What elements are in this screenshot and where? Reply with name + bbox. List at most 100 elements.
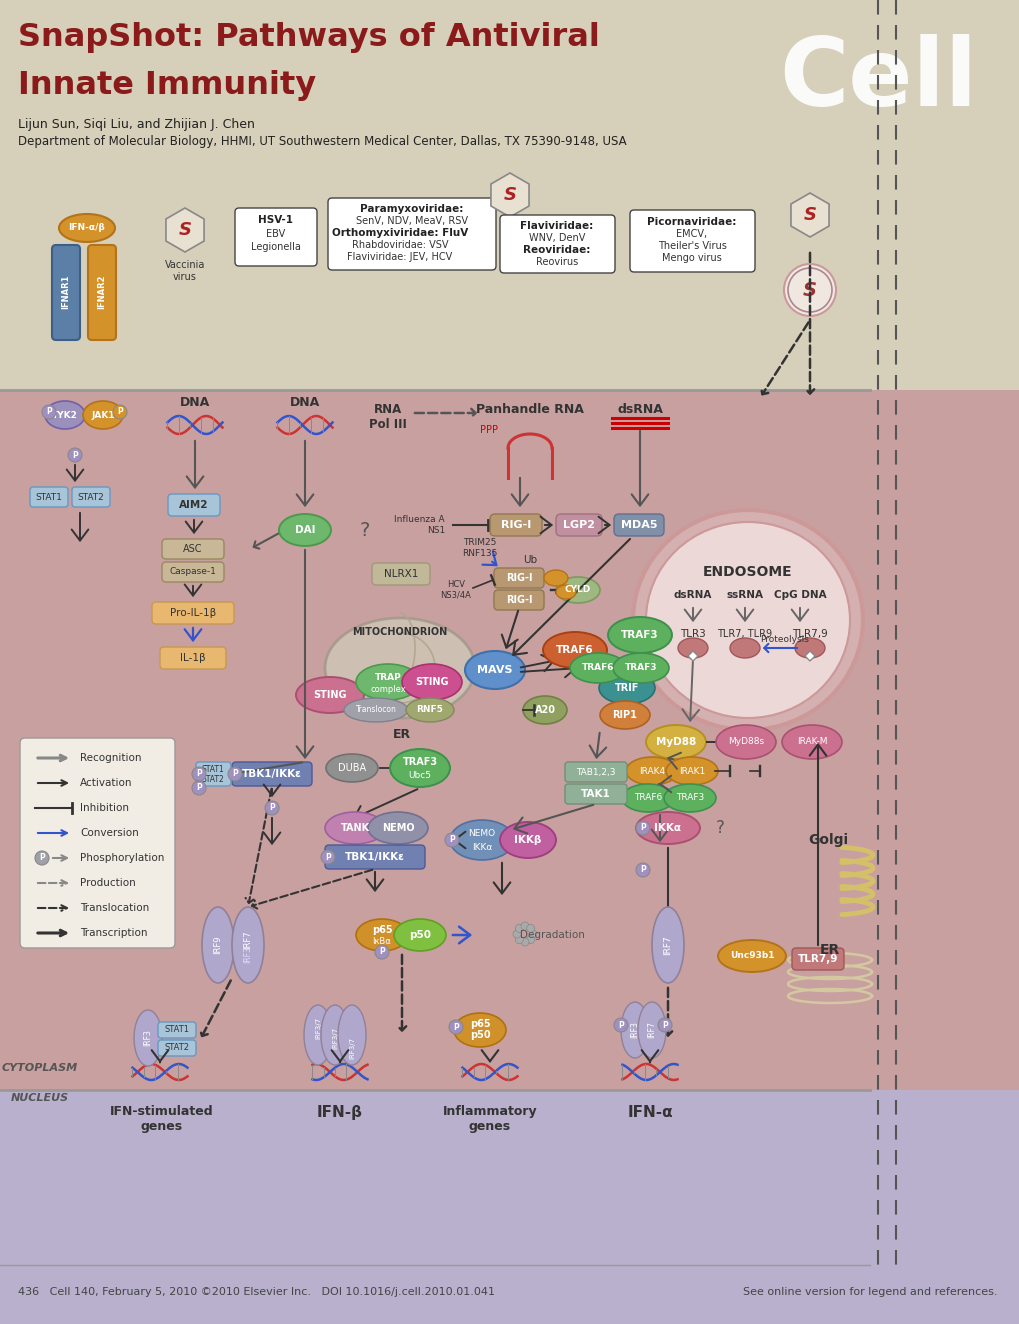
Text: P: P xyxy=(196,784,202,793)
Ellipse shape xyxy=(633,510,862,730)
Text: IRF7: IRF7 xyxy=(647,1022,656,1038)
Text: Activation: Activation xyxy=(79,779,132,788)
Ellipse shape xyxy=(730,638,759,658)
Text: EBV: EBV xyxy=(266,229,285,240)
Text: dsRNA: dsRNA xyxy=(674,591,711,600)
Circle shape xyxy=(515,936,523,944)
Text: P: P xyxy=(640,866,645,874)
Text: MyD88s: MyD88s xyxy=(728,737,763,747)
Text: Flaviviridae: JEV, HCV: Flaviviridae: JEV, HCV xyxy=(347,252,452,262)
Text: Phosphorylation: Phosphorylation xyxy=(79,853,164,863)
Text: P: P xyxy=(661,1021,667,1030)
Text: Vaccinia
virus: Vaccinia virus xyxy=(165,260,205,282)
FancyBboxPatch shape xyxy=(72,487,110,507)
Text: MAVS: MAVS xyxy=(477,665,513,675)
Text: STAT1: STAT1 xyxy=(164,1026,190,1034)
Text: STAT1: STAT1 xyxy=(36,493,62,502)
Ellipse shape xyxy=(326,753,378,782)
Polygon shape xyxy=(166,208,204,252)
Text: Legionella: Legionella xyxy=(251,242,301,252)
Text: Rhabdoviridae: VSV: Rhabdoviridae: VSV xyxy=(352,240,447,250)
Text: STAT1: STAT1 xyxy=(202,765,224,775)
Text: AIM2: AIM2 xyxy=(179,500,209,510)
Circle shape xyxy=(515,924,523,932)
Text: TYK2: TYK2 xyxy=(52,410,77,420)
Ellipse shape xyxy=(645,726,705,759)
Text: dsRNA: dsRNA xyxy=(616,402,662,416)
Ellipse shape xyxy=(555,577,599,602)
Text: NLRX1: NLRX1 xyxy=(383,569,418,579)
Text: IRF3: IRF3 xyxy=(630,1022,639,1038)
Text: TRAF6: TRAF6 xyxy=(581,663,613,673)
Text: TLR7,9: TLR7,9 xyxy=(792,629,827,639)
Text: Lijun Sun, Siqi Liu, and Zhijian J. Chen: Lijun Sun, Siqi Liu, and Zhijian J. Chen xyxy=(18,118,255,131)
Text: EMCV,: EMCV, xyxy=(676,229,707,240)
Text: MDA5: MDA5 xyxy=(621,520,656,530)
Text: MITOCHONDRION: MITOCHONDRION xyxy=(352,628,447,637)
Text: TLR7, TLR9: TLR7, TLR9 xyxy=(716,629,771,639)
Text: See online version for legend and references.: See online version for legend and refere… xyxy=(743,1287,997,1298)
Ellipse shape xyxy=(636,812,699,843)
FancyBboxPatch shape xyxy=(630,211,754,271)
Text: CpG DNA: CpG DNA xyxy=(773,591,825,600)
Text: Caspase-1: Caspase-1 xyxy=(169,568,216,576)
Text: IRF3/7: IRF3/7 xyxy=(348,1037,355,1059)
Circle shape xyxy=(42,405,56,418)
FancyBboxPatch shape xyxy=(88,245,116,340)
Ellipse shape xyxy=(621,1002,648,1058)
Text: RIG-I: RIG-I xyxy=(505,594,532,605)
Text: STING: STING xyxy=(313,690,346,700)
Text: S: S xyxy=(803,207,815,224)
Text: SnapShot: Pathways of Antiviral: SnapShot: Pathways of Antiviral xyxy=(18,23,599,53)
Bar xyxy=(0,0,1019,162)
Text: WNV, DenV: WNV, DenV xyxy=(528,233,585,244)
Ellipse shape xyxy=(393,919,445,951)
FancyBboxPatch shape xyxy=(499,214,614,273)
FancyBboxPatch shape xyxy=(234,208,317,266)
Ellipse shape xyxy=(555,585,576,598)
Text: IFNAR1: IFNAR1 xyxy=(61,275,70,310)
Text: S: S xyxy=(178,221,192,240)
Circle shape xyxy=(228,767,242,781)
Text: HSV-1: HSV-1 xyxy=(258,214,293,225)
Circle shape xyxy=(526,936,534,944)
Circle shape xyxy=(529,929,536,937)
Text: TRAF3: TRAF3 xyxy=(403,757,437,767)
Text: Ubc5: Ubc5 xyxy=(408,771,431,780)
Text: CYTOPLASM: CYTOPLASM xyxy=(2,1063,78,1072)
Ellipse shape xyxy=(663,784,715,812)
Ellipse shape xyxy=(612,653,668,683)
Text: P: P xyxy=(72,450,77,459)
Text: IRF3/7: IRF3/7 xyxy=(331,1027,337,1049)
Ellipse shape xyxy=(665,757,717,785)
Polygon shape xyxy=(490,173,529,217)
Bar xyxy=(0,391,1019,1090)
Text: RIP1: RIP1 xyxy=(612,710,637,720)
Text: S: S xyxy=(802,281,816,299)
Polygon shape xyxy=(688,651,697,661)
Circle shape xyxy=(788,267,832,312)
Circle shape xyxy=(448,1019,463,1034)
Text: p65: p65 xyxy=(371,925,392,935)
FancyBboxPatch shape xyxy=(162,539,224,559)
Text: p65: p65 xyxy=(469,1019,490,1029)
Ellipse shape xyxy=(296,677,364,714)
Circle shape xyxy=(192,767,206,781)
Text: IKKβ: IKKβ xyxy=(514,835,541,845)
Text: TBK1/IKKε: TBK1/IKKε xyxy=(242,769,302,779)
Circle shape xyxy=(526,924,534,932)
Ellipse shape xyxy=(337,1005,366,1064)
Text: IRAK1: IRAK1 xyxy=(679,767,704,776)
Text: Recognition: Recognition xyxy=(79,753,142,763)
FancyBboxPatch shape xyxy=(196,763,230,786)
Circle shape xyxy=(113,405,127,418)
Text: RNF5: RNF5 xyxy=(416,706,443,715)
Ellipse shape xyxy=(356,919,408,951)
Ellipse shape xyxy=(607,617,672,653)
Text: p50: p50 xyxy=(469,1030,490,1039)
Text: IRF3: IRF3 xyxy=(244,947,253,964)
Ellipse shape xyxy=(453,1013,505,1047)
Circle shape xyxy=(636,821,649,835)
Text: Panhandle RNA: Panhandle RNA xyxy=(476,402,583,416)
FancyBboxPatch shape xyxy=(493,568,543,588)
